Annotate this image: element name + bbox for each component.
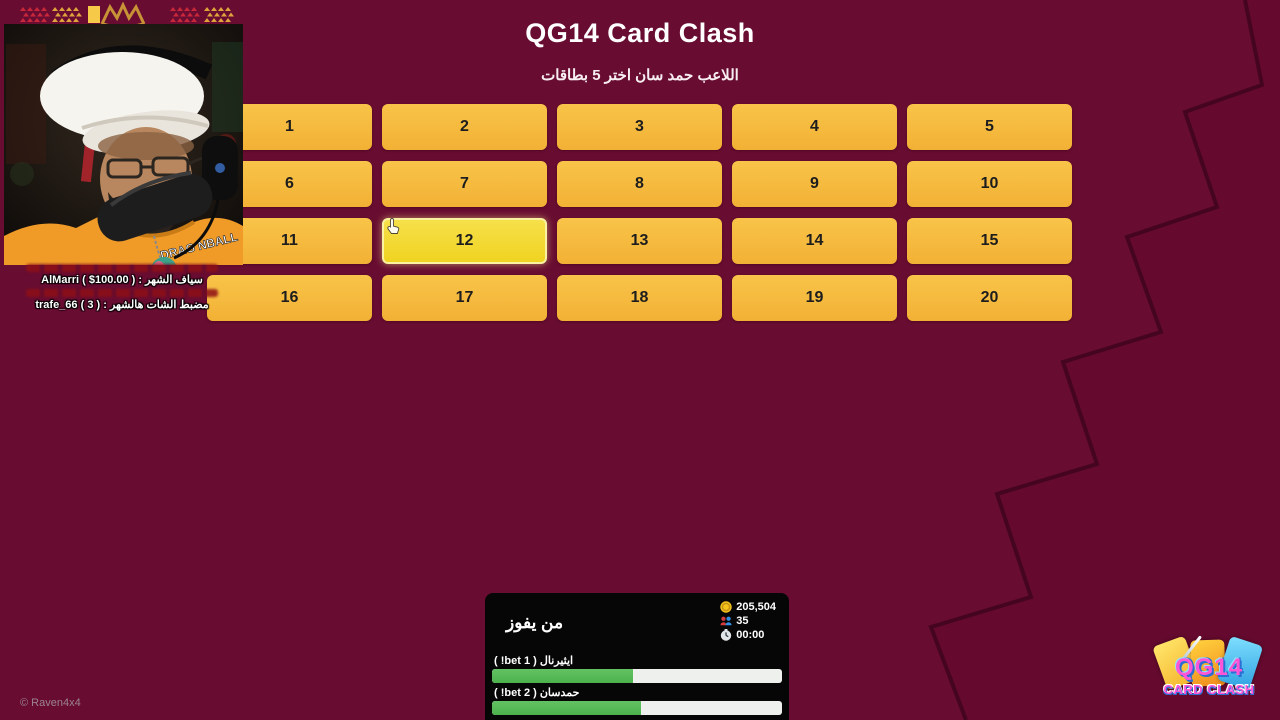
stat-row: 35 (720, 615, 776, 627)
bet-progress-fill-2 (492, 701, 642, 715)
stat-row: 00:00 (720, 629, 776, 641)
card-7[interactable]: 7 (382, 161, 547, 207)
card-9[interactable]: 9 (732, 161, 897, 207)
card-10[interactable]: 10 (907, 161, 1072, 207)
watermark: © Raven4x4 (20, 697, 81, 709)
faded-red-text (26, 289, 218, 297)
clock-icon (720, 629, 732, 641)
card-2[interactable]: 2 (382, 104, 547, 150)
faded-red-text (26, 264, 218, 272)
game-logo: QG14 CARD CLASH (1147, 630, 1271, 716)
card-grid: 1 2 3 4 5 6 7 8 9 10 11 12 13 14 15 16 17 18 19 20 (207, 104, 1072, 321)
bet-option-label-2: ( !bet 2 ) حمدسان (494, 687, 580, 699)
card-8[interactable]: 8 (557, 161, 722, 207)
card-14[interactable]: 14 (732, 218, 897, 264)
card-18[interactable]: 18 (557, 275, 722, 321)
card-5[interactable]: 5 (907, 104, 1072, 150)
instruction-text: اللاعب حمد سان اختر 5 بطاقات (541, 67, 739, 84)
bet-panel-stats: 205,504 35 00:00 (720, 601, 776, 641)
stream-info-overlay: AlMarri ( $100.00 ) : سياف الشهر trafe_6… (0, 262, 244, 313)
bet-progress-bar-2 (492, 701, 782, 715)
card-3[interactable]: 3 (557, 104, 722, 150)
top-chatter-text: trafe_66 ( 3 ) : مضبط الشات هالشهر (35, 299, 209, 311)
stat-value: 00:00 (736, 629, 765, 641)
card-15[interactable]: 15 (907, 218, 1072, 264)
card-16[interactable]: 16 (207, 275, 372, 321)
stat-value: 205,504 (736, 601, 776, 613)
bet-option-label-1: ( !bet 1 ) ايثيرنال (494, 655, 574, 667)
card-4[interactable]: 4 (732, 104, 897, 150)
webcam-top-decoration (20, 2, 234, 28)
logo-subtitle: CARD CLASH (1163, 682, 1255, 697)
stat-value: 35 (736, 615, 749, 627)
bet-progress-fill-1 (492, 669, 633, 683)
triangle-pattern (20, 7, 50, 22)
streamer-video: DRAG NBALL (4, 24, 243, 265)
bet-options: ( !bet 1 ) ايثيرنال ( !bet 2 ) حمدسان (492, 654, 782, 715)
logo-title: QG14 (1174, 654, 1244, 681)
triangle-pattern (204, 7, 234, 22)
bet-progress-bar-1 (492, 669, 782, 683)
triangle-pattern (170, 7, 200, 22)
card-17[interactable]: 17 (382, 275, 547, 321)
card-12[interactable]: 12 (382, 218, 547, 264)
banner-bar (88, 6, 100, 23)
coin-icon (720, 601, 732, 613)
users-icon (720, 615, 732, 627)
card-19[interactable]: 19 (732, 275, 897, 321)
top-supporter-text: AlMarri ( $100.00 ) : سياف الشهر (41, 274, 203, 286)
card-13[interactable]: 13 (557, 218, 722, 264)
stat-row: 205,504 (720, 601, 776, 613)
bet-panel: من يفوز 205,504 35 00:00 ( !bet 1 ) ايثيرن… (485, 593, 789, 720)
bet-panel-title: من يفوز (506, 613, 564, 632)
page-title: QG14 Card Clash (525, 18, 755, 48)
webcam-overlay: DRAG NBALL (4, 2, 243, 265)
triangle-pattern (52, 7, 82, 22)
card-20[interactable]: 20 (907, 275, 1072, 321)
